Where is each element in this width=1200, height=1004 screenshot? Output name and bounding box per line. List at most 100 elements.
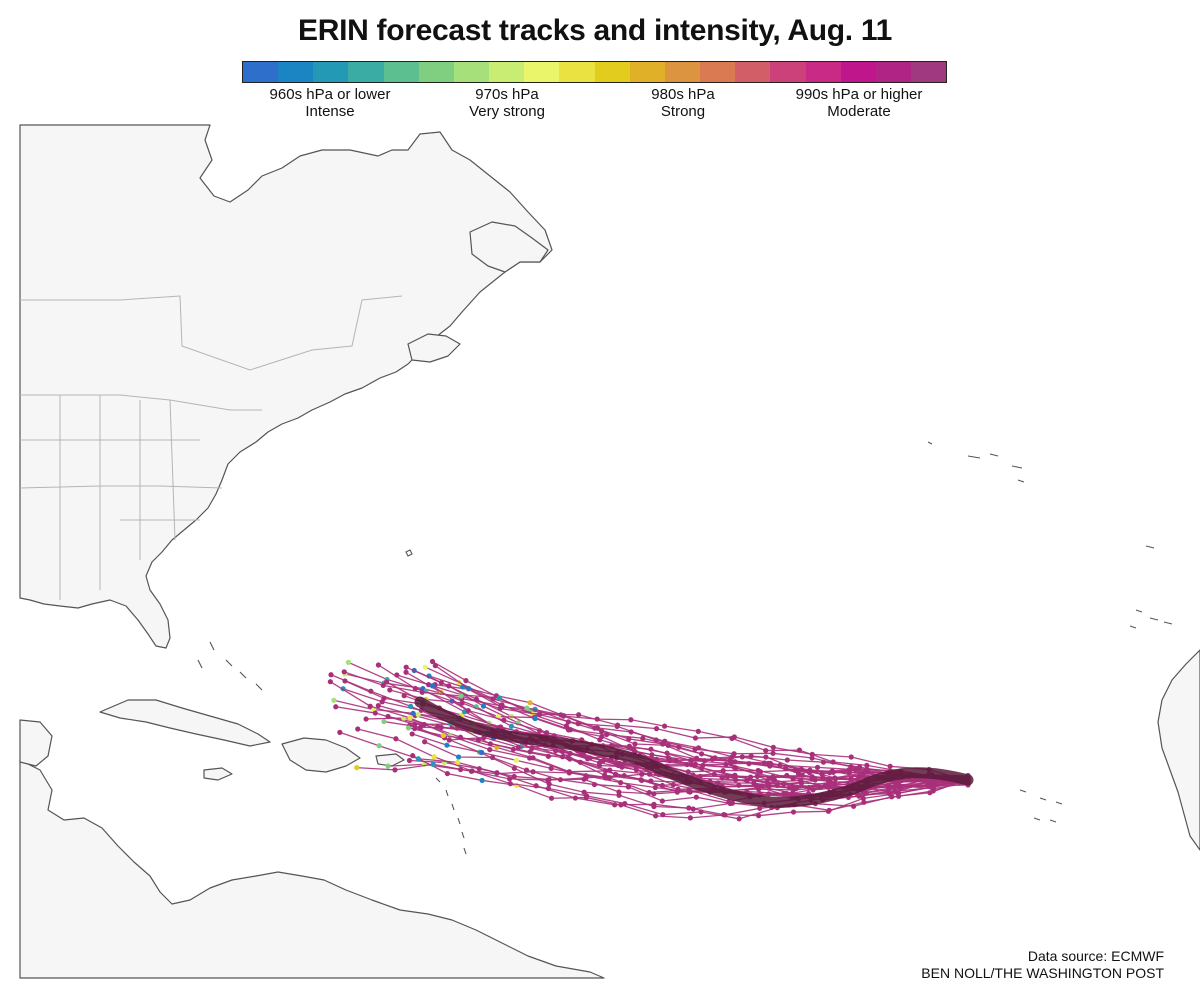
forecast-track-point <box>690 806 696 812</box>
forecast-track-point <box>860 771 866 778</box>
forecast-track-point <box>638 777 644 783</box>
state-borders <box>19 295 403 600</box>
forecast-track-point <box>755 767 761 774</box>
forecast-track-point <box>736 816 742 822</box>
colorbar-swatch <box>735 62 771 82</box>
colorbar-swatch <box>243 62 279 82</box>
small-islands <box>197 441 1173 855</box>
colorbar-swatch <box>278 62 314 82</box>
byline-credit: BEN NOLL/THE WASHINGTON POST <box>921 965 1164 981</box>
forecast-track-point <box>393 736 399 742</box>
us-state-border-lines <box>19 394 262 600</box>
forecast-track-point <box>494 770 500 776</box>
forecast-track-point <box>466 685 472 692</box>
forecast-track-point <box>565 755 571 761</box>
forecast-track-point <box>727 758 734 765</box>
forecast-track-point <box>546 781 552 787</box>
forecast-track-point <box>438 680 444 686</box>
forecast-track-point <box>422 739 428 745</box>
forecast-track-point <box>372 710 378 716</box>
forecast-track-point <box>345 659 351 665</box>
bahamas-islands <box>197 641 263 691</box>
land-layer <box>19 124 1200 979</box>
forecast-track-point <box>929 784 935 791</box>
forecast-track-point <box>715 780 721 786</box>
forecast-track-point <box>583 775 589 781</box>
forecast-track-point <box>572 795 579 801</box>
colorbar-swatch <box>664 62 701 82</box>
forecast-track-point <box>523 767 530 773</box>
forecast-track-point <box>511 765 517 771</box>
forecast-track-point <box>463 678 469 684</box>
forecast-track-point <box>480 703 487 709</box>
forecast-track-point <box>444 742 450 748</box>
forecast-track-point <box>406 757 413 764</box>
legend-label-moderate-category: Moderate <box>827 103 891 120</box>
forecast-track-point <box>825 777 831 783</box>
azores-islands <box>927 441 1025 483</box>
us-canada-border <box>20 295 403 371</box>
forecast-track-point <box>757 805 763 811</box>
forecast-track-point <box>732 772 738 778</box>
forecast-track-point <box>527 700 533 706</box>
forecast-track-point <box>545 785 552 792</box>
forecast-track-point <box>545 777 551 783</box>
forecast-track-point <box>736 782 742 788</box>
forecast-track-point <box>513 757 520 763</box>
legend-label-very-strong-pressure: 970s hPa <box>475 86 539 103</box>
forecast-track-point <box>501 717 507 723</box>
forecast-track-point <box>848 776 854 782</box>
forecast-track-point <box>415 756 421 762</box>
forecast-track-point <box>770 750 776 756</box>
colorbar-swatch <box>805 62 841 82</box>
forecast-track-point <box>537 728 543 734</box>
forecast-track-point <box>614 723 620 729</box>
nova-scotia-peninsula <box>407 333 461 363</box>
forecast-track-point <box>585 756 591 762</box>
legend-label-strong: 980s hPa Strong <box>651 86 714 120</box>
forecast-track-point <box>375 703 381 709</box>
forecast-track-point <box>809 755 815 761</box>
forecast-track-point <box>327 679 333 685</box>
forecast-track-point <box>487 747 493 753</box>
forecast-track-point <box>799 772 805 778</box>
forecast-track-point <box>766 783 772 790</box>
forecast-track-point <box>792 767 798 773</box>
ensemble-mean-track <box>414 696 974 808</box>
cape-verde-islands <box>1019 789 1063 823</box>
forecast-track-point <box>532 715 538 722</box>
forecast-track-point <box>674 789 680 795</box>
forecast-track-point <box>604 731 610 738</box>
forecast-track-point <box>751 780 757 786</box>
newfoundland-island <box>469 221 549 273</box>
forecast-track-point <box>763 747 769 754</box>
forecast-track-point <box>885 784 891 790</box>
puerto-rico-island <box>375 753 405 767</box>
forecast-track-point <box>628 717 634 723</box>
forecast-track-point <box>848 764 854 770</box>
forecast-track-point <box>632 741 638 747</box>
forecast-track-point <box>685 769 691 775</box>
forecast-track-point <box>848 754 854 760</box>
forecast-track-point <box>927 790 933 796</box>
legend-label-moderate-pressure: 990s hPa or higher <box>795 86 923 103</box>
forecast-track-point <box>930 778 936 784</box>
forecast-track-point <box>646 771 653 777</box>
forecast-track-point <box>446 737 452 743</box>
forecast-track-point <box>814 764 821 770</box>
lesser-antilles <box>435 777 467 855</box>
forecast-track-point <box>408 703 414 709</box>
forecast-track-point <box>852 767 858 773</box>
forecast-track-point <box>444 770 451 777</box>
forecast-track-point <box>731 734 737 740</box>
forecast-track-point <box>615 762 621 769</box>
forecast-track-point <box>331 697 337 703</box>
legend-label-moderate: 990s hPa or higher Moderate <box>796 86 923 120</box>
forecast-track-point <box>607 767 613 773</box>
north-america-landmass <box>19 124 553 649</box>
forecast-track-point <box>827 770 833 776</box>
forecast-track-point <box>419 689 425 695</box>
forecast-track-point <box>429 683 436 689</box>
forecast-track-point <box>887 763 893 769</box>
forecast-track-point <box>566 769 573 775</box>
